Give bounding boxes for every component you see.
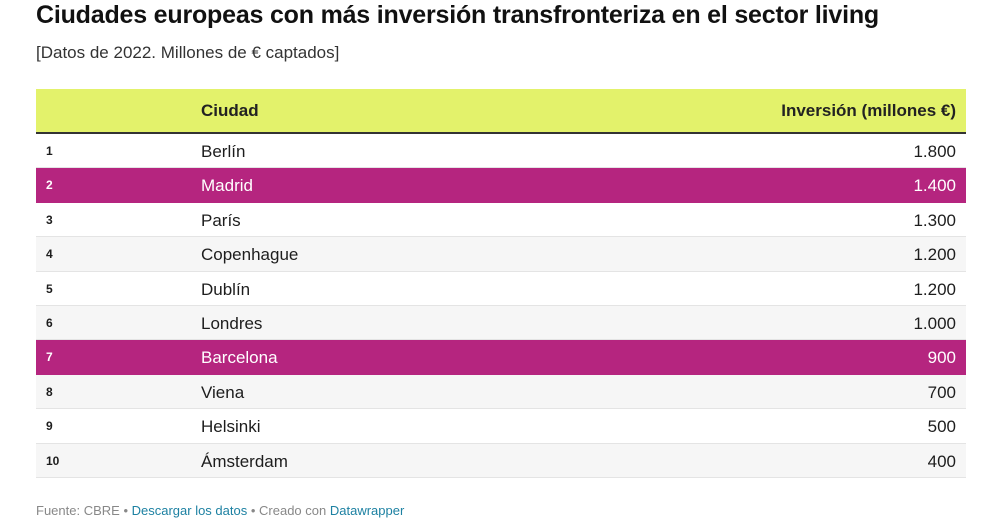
row-investment-value: 1.300 [913, 210, 956, 230]
row-city: Ámsterdam [201, 451, 288, 471]
source-text: Fuente: CBRE [36, 503, 120, 518]
table-row: 2 Madrid 1.400 [36, 168, 966, 203]
row-investment-value: 900 [927, 348, 956, 368]
row-rank: 8 [46, 384, 53, 399]
row-investment-value: 1.400 [913, 176, 956, 196]
row-investment-value: 700 [927, 382, 956, 402]
row-city: Madrid [201, 176, 253, 196]
row-rank: 6 [46, 315, 53, 330]
chart-title: Ciudades europeas con más inversión tran… [36, 1, 880, 29]
table-row: 5 Dublín 1.200 [36, 272, 966, 306]
row-city: Dublín [201, 279, 251, 299]
data-table: Ciudad Inversión (millones €) 1 Berlín 1.8… [36, 89, 966, 478]
row-rank: 4 [46, 247, 53, 262]
row-rank: 1 [46, 144, 53, 158]
row-investment-value: 1.200 [913, 279, 956, 299]
row-investment-value: 400 [927, 451, 956, 471]
row-city: Berlín [201, 142, 246, 161]
table-row: 10 Ámsterdam 400 [36, 443, 966, 478]
row-city: Helsinki [201, 417, 261, 437]
column-header-investment[interactable]: Inversión (millones €) [781, 101, 956, 120]
row-city: París [201, 210, 241, 230]
column-header-city[interactable]: Ciudad [201, 101, 259, 120]
row-city: Londres [201, 313, 263, 333]
created-with-text: Creado con [259, 503, 327, 518]
row-investment-value: 500 [927, 417, 956, 437]
row-rank: 2 [46, 178, 53, 193]
table-row: 9 Helsinki 500 [36, 409, 966, 444]
row-rank: 10 [46, 453, 60, 468]
table-row: 6 Londres 1.000 [36, 305, 966, 341]
separator: • [247, 503, 260, 518]
row-investment-value: 1.200 [913, 245, 956, 265]
table-row: 3 París 1.300 [36, 203, 966, 238]
chart-subtitle: [Datos de 2022. Millones de € captados] [36, 43, 340, 62]
download-data-link[interactable]: Descargar los datos [131, 503, 248, 518]
row-investment-value: 1.000 [913, 313, 956, 333]
table-header: Ciudad Inversión (millones €) [36, 89, 966, 134]
table-body: 1 Berlín 1.800 2 Madrid 1.400 3 París 1.300 4 Cope… [36, 134, 966, 478]
row-city: Barcelona [201, 348, 278, 368]
row-city: Viena [201, 382, 245, 402]
row-rank: 7 [46, 350, 53, 365]
footer: Fuente: CBRE • Descargar los datos • Cre… [36, 503, 404, 518]
row-rank: 5 [46, 281, 53, 296]
separator: • [119, 503, 132, 518]
table-row: 7 Barcelona 900 [36, 340, 966, 375]
table-row: 4 Copenhague 1.200 [36, 237, 966, 272]
row-rank: 9 [46, 419, 53, 434]
row-city: Copenhague [201, 245, 299, 265]
table-row: 1 Berlín 1.800 [36, 134, 966, 169]
datawrapper-link[interactable]: Datawrapper [329, 503, 405, 518]
row-investment-value: 1.800 [913, 142, 956, 161]
table-row: 8 Viena 700 [36, 374, 966, 410]
row-rank: 3 [46, 212, 53, 227]
